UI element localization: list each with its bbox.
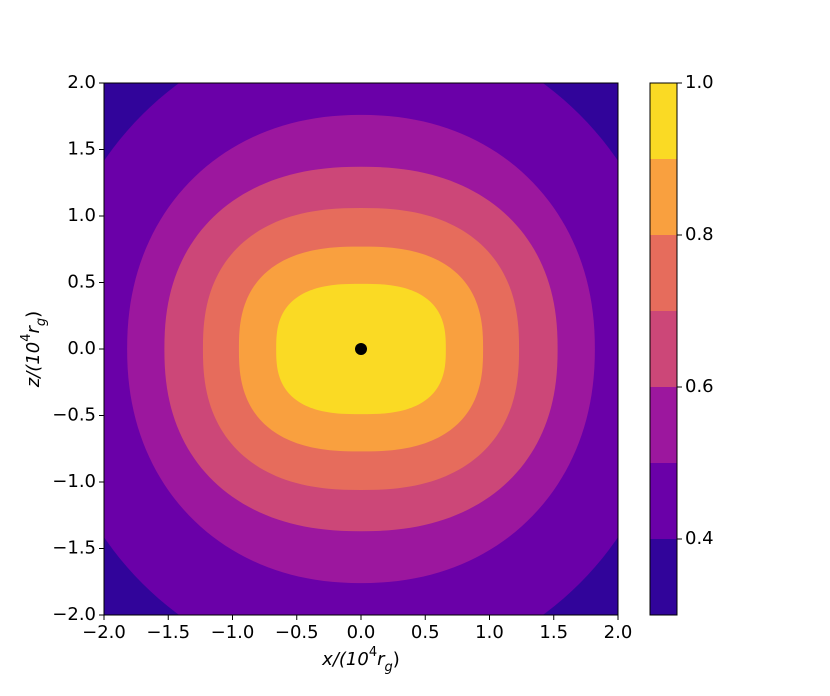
x-axis-label: x/(104rg)	[321, 645, 400, 675]
colorbar-segment	[650, 83, 677, 159]
y-axis-label-part: g	[34, 318, 49, 326]
y-tick-label: 0.0	[67, 338, 96, 359]
colorbar-tick-label: 1.0	[685, 72, 714, 93]
y-tick-label: 0.5	[67, 272, 96, 293]
y-tick-label: −1.0	[52, 471, 96, 492]
colorbar-tick-label: 0.8	[685, 224, 714, 245]
colorbar-segment	[650, 159, 677, 235]
x-axis-label-part: g	[385, 660, 393, 675]
y-tick-label: 1.5	[67, 139, 96, 160]
y-axis-label-part: 4	[19, 333, 34, 341]
x-axis-label-part: 4	[369, 645, 377, 660]
y-tick-label: −0.5	[52, 405, 96, 426]
x-tick-label: 2.0	[604, 622, 633, 643]
colorbar-frame	[649, 82, 678, 616]
x-tick-label: 1.5	[539, 622, 568, 643]
x-tick-label: 0.5	[411, 622, 440, 643]
y-axis-label: z/(104rg)	[19, 311, 49, 388]
y-tick-label: 1.0	[67, 205, 96, 226]
colorbar-segment	[650, 539, 677, 615]
y-axis-label-part: )	[23, 311, 44, 318]
y-axis-label-part: z/(10	[23, 342, 44, 388]
x-axis-label-part: )	[393, 649, 400, 670]
x-tick-label: −2.0	[82, 622, 126, 643]
x-tick-label: −1.5	[146, 622, 190, 643]
colorbar-segment	[650, 387, 677, 463]
colorbar-segment	[650, 311, 677, 387]
colorbar-tick-label: 0.6	[685, 376, 714, 397]
y-tick-label: −1.5	[52, 538, 96, 559]
x-axis-label-part: r	[377, 649, 386, 670]
colorbar-segment	[650, 463, 677, 539]
x-tick-label: 1.0	[475, 622, 504, 643]
y-tick-label: 2.0	[67, 72, 96, 93]
y-axis-label-part: r	[23, 324, 44, 333]
marker	[355, 343, 367, 355]
colorbar-segment	[650, 235, 677, 311]
x-tick-label: −1.0	[211, 622, 255, 643]
x-tick-label: −0.5	[275, 622, 319, 643]
y-tick-label: −2.0	[52, 604, 96, 625]
x-tick-label: 0.0	[347, 622, 376, 643]
colorbar-tick-label: 0.4	[685, 528, 714, 549]
x-axis-label-part: x/(10	[321, 649, 369, 670]
